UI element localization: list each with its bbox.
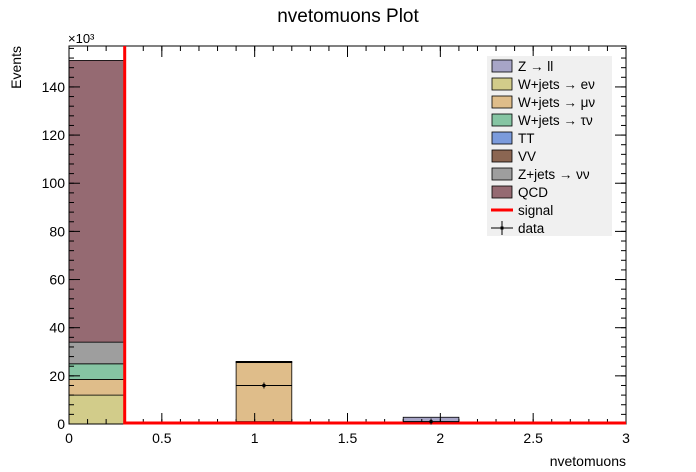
legend-label: signal xyxy=(518,203,553,218)
bar-segment xyxy=(68,363,126,380)
bar-segment xyxy=(235,362,293,422)
data-point xyxy=(429,420,433,424)
bar-segment xyxy=(68,341,126,365)
legend-marker-dot xyxy=(500,226,504,230)
x-tick-label: 1.5 xyxy=(338,430,358,446)
x-tick-label: 0 xyxy=(65,430,73,446)
legend-label: W+jets → τν xyxy=(518,113,593,128)
x-tick-label: 1 xyxy=(251,430,259,446)
y-axis-label: Events xyxy=(8,46,24,89)
bar-segment xyxy=(68,379,126,396)
legend-swatch xyxy=(491,185,513,199)
legend-label: W+jets → μν xyxy=(518,95,595,110)
signal-line xyxy=(123,46,626,425)
x-tick-label: 2 xyxy=(436,430,444,446)
legend-swatch xyxy=(491,113,513,127)
data-point xyxy=(262,383,266,387)
legend-swatch xyxy=(491,149,513,163)
x-axis-label: nvetomuons xyxy=(550,453,626,469)
x-tick-label: 2.5 xyxy=(523,430,543,446)
y-tick-label: 0 xyxy=(57,416,65,432)
y-tick-label: 20 xyxy=(49,368,65,384)
x-tick-label: 0.5 xyxy=(152,430,172,446)
legend-label: VV xyxy=(518,149,536,164)
legend-label: QCD xyxy=(518,185,548,200)
y-multiplier: ×10³ xyxy=(68,31,95,46)
legend-swatch xyxy=(491,59,513,73)
y-tick-label: 80 xyxy=(49,223,65,239)
legend-label: TT xyxy=(518,131,535,146)
bar-segment xyxy=(68,60,126,343)
y-tick-label: 60 xyxy=(49,272,65,288)
legend-swatch xyxy=(491,167,513,181)
y-tick-label: 40 xyxy=(49,320,65,336)
legend-swatch xyxy=(491,95,513,109)
legend-swatch xyxy=(491,131,513,145)
y-tick-label: 100 xyxy=(42,175,66,191)
legend-label: data xyxy=(518,221,545,236)
legend-label: Z+jets → νν xyxy=(518,167,590,182)
x-tick-label: 3 xyxy=(622,430,630,446)
y-tick-label: 120 xyxy=(42,127,66,143)
legend-label: W+jets → eν xyxy=(518,77,595,92)
legend-label: Z → ll xyxy=(518,59,553,74)
bar-segment xyxy=(68,394,126,425)
legend-swatch xyxy=(491,77,513,91)
y-tick-label: 140 xyxy=(42,79,66,95)
chart-title: nvetomuons Plot xyxy=(277,6,419,27)
